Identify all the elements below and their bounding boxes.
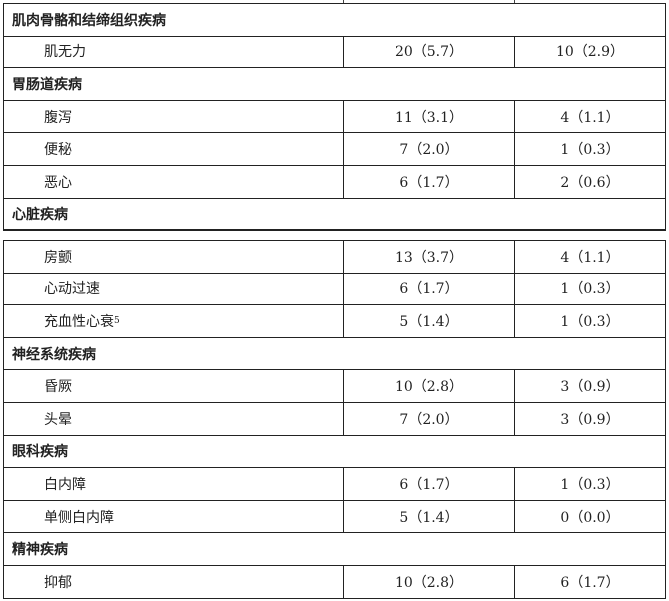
section-title: 神经系统疾病 xyxy=(12,346,96,363)
table-row: 便秘 7（2.0） 1（0.3） xyxy=(3,133,666,166)
group1-value: 6（1.7） xyxy=(344,166,515,198)
event-name-cell: 房颤 xyxy=(4,241,344,273)
section-title: 精神疾病 xyxy=(12,542,68,559)
group1-value: 11（3.1） xyxy=(344,100,515,133)
footnote-ref: 5 xyxy=(114,315,120,326)
group2-value: 3（0.9） xyxy=(560,411,620,428)
event-name: 腹泻 xyxy=(44,109,72,126)
event-name: 抑郁 xyxy=(44,574,72,591)
event-name: 恶心 xyxy=(44,174,72,191)
event-name-cell: 充血性心衰 5 xyxy=(4,305,344,337)
event-name: 昏厥 xyxy=(44,379,72,396)
column-divider-tick xyxy=(343,0,344,4)
group2-value: 3（0.9） xyxy=(560,379,620,396)
event-name-cell: 恶心 xyxy=(4,166,344,198)
section-header-row: 胃肠道疾病 xyxy=(3,68,666,101)
event-name: 房颤 xyxy=(44,249,72,266)
table-row: 房颤 13（3.7） 4（1.1） xyxy=(3,240,666,274)
group1-value: 7（2.0） xyxy=(344,133,515,165)
event-name: 头晕 xyxy=(44,411,72,428)
group2-value: 4（1.1） xyxy=(560,109,620,126)
group2-value: 1（0.3） xyxy=(560,476,620,493)
event-name: 单侧白内障 xyxy=(44,509,114,526)
table-row: 昏厥 10（2.8） 3（0.9） xyxy=(3,370,666,403)
section-title: 眼科疾病 xyxy=(12,444,68,461)
table-row: 单侧白内障 5（1.4） 0（0.0） xyxy=(3,500,666,534)
event-name-cell: 单侧白内障 xyxy=(4,500,344,533)
group1-value: 7（2.0） xyxy=(344,403,515,435)
event-name: 白内障 xyxy=(44,476,86,493)
event-name-cell: 昏厥 xyxy=(4,370,344,402)
group2-value: 4（1.1） xyxy=(560,249,620,266)
table-row: 恶心 6（1.7） 2（0.6） xyxy=(3,166,666,199)
section-header-row: 神经系统疾病 xyxy=(3,337,666,371)
event-name: 充血性心衰 xyxy=(44,313,114,330)
event-name-cell: 抑郁 xyxy=(4,566,344,598)
table-row: 头晕 7（2.0） 3（0.9） xyxy=(3,403,666,436)
group1-value: 5（1.4） xyxy=(344,500,515,533)
section-title: 胃肠道疾病 xyxy=(12,76,82,93)
group1-value: 6（1.7） xyxy=(344,468,515,500)
event-name-cell: 肌无力 xyxy=(4,35,344,68)
group2-value: 6（1.7） xyxy=(560,574,620,591)
group2-value: 1（0.3） xyxy=(560,313,620,330)
group2-value: 0（0.0） xyxy=(560,509,620,526)
section-header-row: 心脏疾病 xyxy=(3,198,666,232)
group1-value: 13（3.7） xyxy=(344,241,515,273)
group1-value: 10（2.8） xyxy=(344,370,515,402)
event-name-cell: 白内障 xyxy=(4,468,344,500)
event-name: 心动过速 xyxy=(44,281,100,298)
table-row: 腹泻 11（3.1） 4（1.1） xyxy=(3,100,666,134)
table-row: 白内障 6（1.7） 1（0.3） xyxy=(3,468,666,501)
table-row: 抑郁 10（2.8） 6（1.7） xyxy=(3,566,666,599)
group2-value: 2（0.6） xyxy=(560,174,620,191)
group2-value: 1（0.3） xyxy=(560,142,620,159)
group1-value: 5（1.4） xyxy=(344,305,515,337)
event-name-cell: 心动过速 xyxy=(4,272,344,305)
event-name-cell: 头晕 xyxy=(4,403,344,435)
group1-value: 20（5.7） xyxy=(344,35,515,68)
group2-value: 10（2.9） xyxy=(555,44,625,61)
section-header-row: 眼科疾病 xyxy=(3,435,666,469)
group1-value: 10（2.8） xyxy=(344,566,515,598)
table-row: 充血性心衰 5 5（1.4） 1（0.3） xyxy=(3,305,666,338)
table-row: 心动过速 6（1.7） 1（0.3） xyxy=(3,272,666,306)
section-header-row: 精神疾病 xyxy=(3,533,666,566)
column-divider-tick xyxy=(514,0,515,4)
event-name-cell: 便秘 xyxy=(4,133,344,165)
group2-value: 1（0.3） xyxy=(560,281,620,298)
group1-value: 6（1.7） xyxy=(344,272,515,305)
section-title: 心脏疾病 xyxy=(12,206,68,223)
section-header-row: 肌肉骨骼和结缔组织疾病 xyxy=(3,3,666,37)
event-name: 肌无力 xyxy=(44,44,86,61)
event-name: 便秘 xyxy=(44,142,72,159)
event-name-cell: 腹泻 xyxy=(4,100,344,133)
table-row: 肌无力 20（5.7） 10（2.9） xyxy=(3,35,666,69)
section-title: 肌肉骨骼和结缔组织疾病 xyxy=(12,12,166,29)
